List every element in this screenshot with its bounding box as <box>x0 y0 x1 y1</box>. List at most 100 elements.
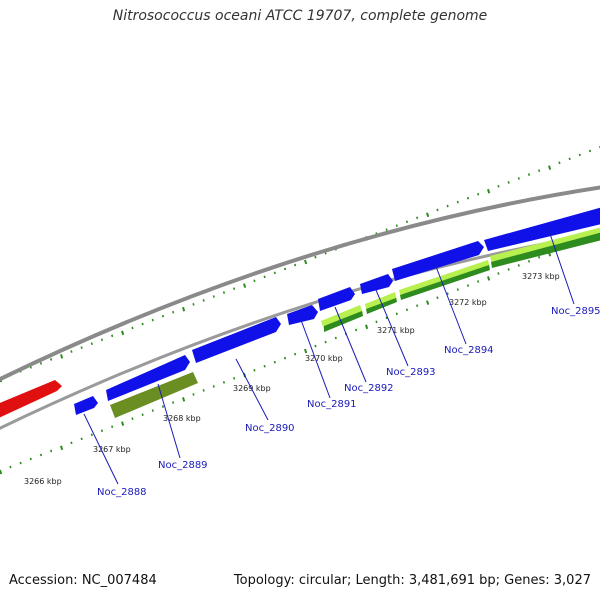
gene-label-noc-2892: Noc_2892 <box>344 383 394 394</box>
minor-tick <box>538 169 541 172</box>
minor-tick <box>50 449 53 453</box>
accession-text: Accession: NC_007484 <box>9 573 157 588</box>
minor-tick <box>385 228 388 231</box>
minor-tick <box>436 208 439 212</box>
major-tick <box>0 469 3 475</box>
minor-tick <box>233 377 236 380</box>
minor-tick <box>497 272 500 275</box>
minor-tick <box>355 328 358 332</box>
minor-tick <box>100 429 104 433</box>
minor-tick <box>253 368 256 372</box>
minor-tick <box>283 267 287 271</box>
minor-tick <box>405 308 409 312</box>
major-tick <box>426 212 430 218</box>
scale-label-3268: 3268 kbp <box>163 414 201 423</box>
dark-green-feature-2[interactable] <box>366 298 397 314</box>
scale-label-3273: 3273 kbp <box>522 272 560 281</box>
minor-tick <box>141 322 144 326</box>
minor-tick <box>141 413 144 416</box>
minor-tick <box>39 453 43 457</box>
minor-tick <box>416 216 419 220</box>
minor-tick <box>538 256 541 259</box>
scale-label-3267: 3267 kbp <box>93 445 131 454</box>
scale-label-3271: 3271 kbp <box>377 326 415 335</box>
minor-tick <box>314 255 317 259</box>
minor-tick <box>192 393 195 396</box>
gene-noc-2894[interactable] <box>392 241 484 281</box>
minor-tick <box>578 153 581 157</box>
minor-tick <box>477 280 480 283</box>
major-tick <box>60 354 64 359</box>
minor-tick <box>80 346 83 349</box>
minor-tick <box>395 312 398 316</box>
map-title: Nitrosococcus oceani ATCC 19707, complet… <box>112 8 488 24</box>
major-tick <box>243 283 247 288</box>
gene-label-noc-2888: Noc_2888 <box>97 487 147 498</box>
scale-label-3272: 3272 kbp <box>449 298 487 307</box>
major-tick <box>121 421 125 426</box>
gene-noc-2892[interactable] <box>318 287 355 311</box>
major-tick <box>182 397 186 402</box>
minor-tick <box>314 344 317 348</box>
major-tick <box>121 330 125 336</box>
minor-tick <box>161 314 165 318</box>
dark-green-feature-1[interactable] <box>324 311 363 332</box>
gene-noc-2895[interactable] <box>484 205 600 251</box>
gene-label-noc-2894: Noc_2894 <box>444 345 494 356</box>
minor-tick <box>161 405 165 408</box>
olive-feature[interactable] <box>110 372 198 418</box>
minor-tick <box>151 409 154 412</box>
gene-noc-2889-blue[interactable] <box>106 355 190 401</box>
minor-tick <box>212 385 215 388</box>
minor-tick <box>192 303 195 306</box>
dark-green-feature-4[interactable] <box>491 230 600 268</box>
gene-noc-2888[interactable] <box>74 396 98 415</box>
scale-label-3266: 3266 kbp <box>24 477 62 486</box>
gene-label-noc-2893: Noc_2893 <box>386 367 436 378</box>
minor-tick <box>172 401 175 404</box>
backbone-upper <box>0 185 600 382</box>
minor-tick <box>131 417 134 420</box>
minor-tick <box>19 461 22 465</box>
minor-tick <box>273 271 276 275</box>
major-tick <box>304 348 308 354</box>
major-tick <box>487 188 491 194</box>
minor-tick <box>416 304 419 308</box>
minor-tick <box>273 360 276 364</box>
gene-noc-2891[interactable] <box>287 305 318 325</box>
gene-noc-2890[interactable] <box>192 317 281 363</box>
minor-tick <box>324 340 327 344</box>
minor-tick <box>466 284 470 287</box>
minor-tick <box>527 260 531 263</box>
scale-label-3270: 3270 kbp <box>305 354 343 363</box>
dark-green-feature-3[interactable] <box>400 265 490 300</box>
minor-tick <box>527 173 531 176</box>
minor-tick <box>212 295 215 298</box>
gene-label-noc-2890: Noc_2890 <box>245 423 295 434</box>
minor-tick <box>436 296 439 299</box>
major-tick <box>426 300 430 305</box>
minor-tick <box>588 149 592 153</box>
minor-tick <box>70 441 73 445</box>
minor-tick <box>50 358 53 361</box>
minor-tick <box>507 268 510 271</box>
minor-tick <box>39 362 43 365</box>
minor-tick <box>283 356 287 360</box>
minor-tick <box>446 204 449 208</box>
minor-tick <box>456 288 459 291</box>
minor-tick <box>263 364 266 368</box>
minor-tick <box>395 224 398 228</box>
minor-tick <box>568 157 571 161</box>
gene-noc-2893[interactable] <box>360 274 393 294</box>
minor-tick <box>456 200 459 204</box>
minor-tick <box>375 320 378 324</box>
minor-tick <box>202 389 205 392</box>
major-tick <box>182 306 186 312</box>
minor-tick <box>151 318 154 322</box>
minor-tick <box>497 185 500 188</box>
red-gene-arrow[interactable] <box>0 380 62 422</box>
minor-tick <box>263 275 266 279</box>
minor-tick <box>111 425 114 429</box>
minor-tick <box>517 264 520 267</box>
